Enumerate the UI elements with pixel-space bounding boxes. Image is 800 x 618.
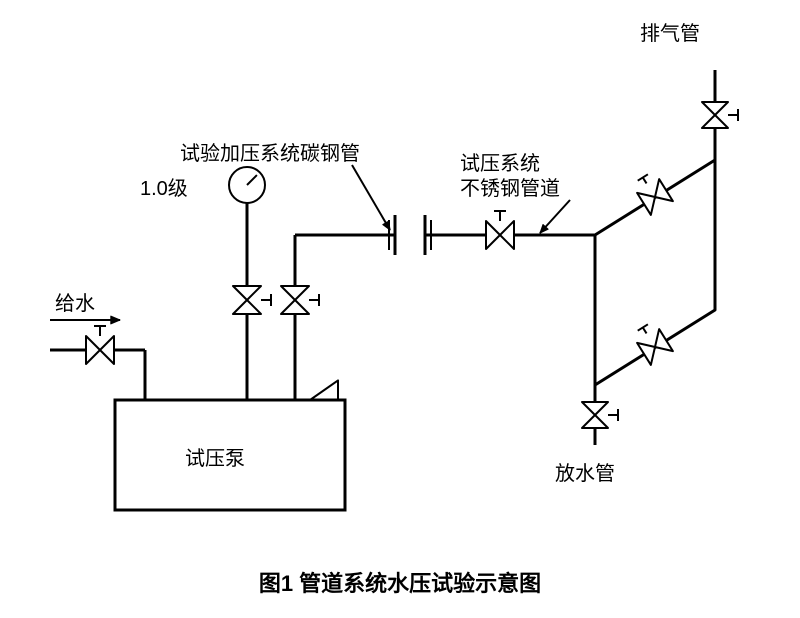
label-labels-water_in: 给水 bbox=[55, 292, 95, 315]
label-labels-stainless: 试压系统 bbox=[460, 152, 540, 175]
label-labels-grade: 1.0级 bbox=[140, 177, 188, 200]
label-labels-drain: 放水管 bbox=[555, 462, 615, 485]
label-labels-exhaust: 排气管 bbox=[640, 22, 700, 45]
label-labels-pump: 试压泵 bbox=[185, 447, 245, 470]
label-labels-carbon_pipe: 试验加压系统碳钢管 bbox=[180, 142, 360, 165]
label-labels-stainless2: 不锈钢管道 bbox=[460, 177, 560, 200]
hydrostatic-test-diagram: 排气管试验加压系统碳钢管 试压系统不锈钢管道 1.0级给水试压泵放水管 bbox=[0, 0, 800, 560]
figure-caption: 图1 管道系统水压试验示意图 bbox=[0, 566, 800, 598]
